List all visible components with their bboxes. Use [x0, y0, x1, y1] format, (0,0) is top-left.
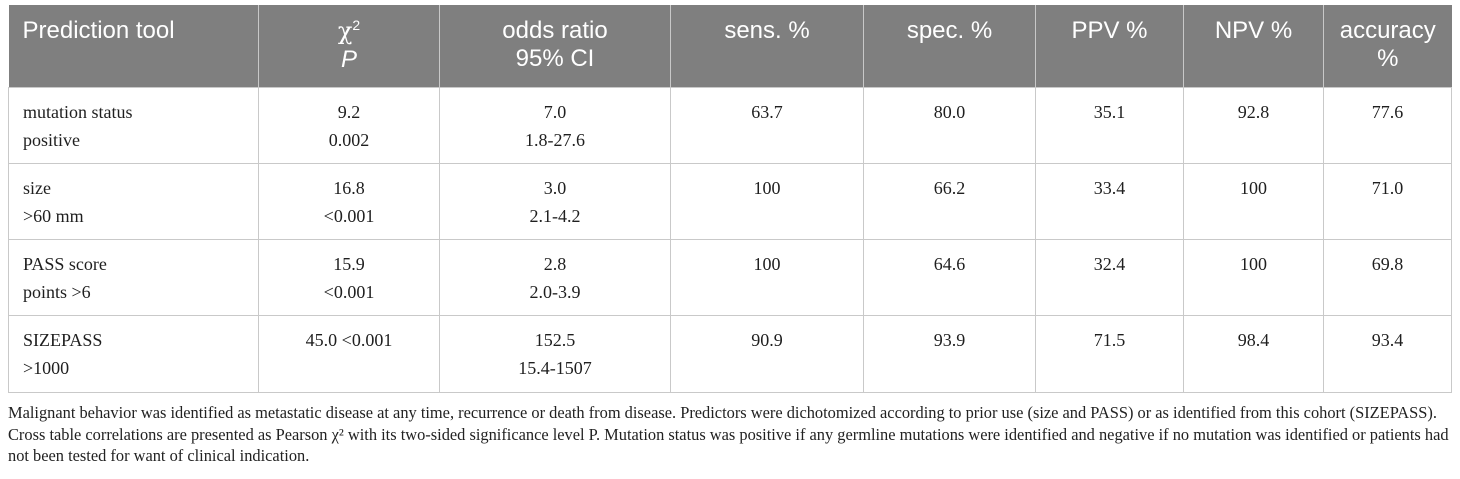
chi-superscript: 2 — [352, 17, 361, 33]
header-odds-ratio: odds ratio 95% CI — [439, 5, 671, 87]
cell-spec: 64.6 — [863, 238, 1036, 316]
header-npv: NPV % — [1183, 5, 1324, 87]
cell-spec: 93.9 — [863, 314, 1036, 393]
header-prediction-tool: Prediction tool — [8, 5, 259, 87]
table-header-row: Prediction tool χ2 P odds ratio 95% CI s… — [8, 5, 1452, 87]
prediction-tool-table: Prediction tool χ2 P odds ratio 95% CI s… — [8, 5, 1452, 393]
cell-tool: size >60 mm — [8, 162, 259, 240]
cell-tool: SIZEPASS >1000 — [8, 314, 259, 393]
cell-accuracy: 77.6 — [1323, 86, 1452, 164]
cell-spec: 80.0 — [863, 86, 1036, 164]
cell-ppv: 32.4 — [1035, 238, 1184, 316]
cell-accuracy: 93.4 — [1323, 314, 1452, 393]
table-row: SIZEPASS >1000 45.0 <0.001 152.5 15.4-15… — [8, 314, 1452, 393]
cell-npv: 100 — [1183, 238, 1324, 316]
cell-npv: 92.8 — [1183, 86, 1324, 164]
cell-chi: 15.9 <0.001 — [258, 238, 440, 316]
cell-tool: mutation status positive — [8, 86, 259, 164]
cell-odds-ratio: 2.8 2.0-3.9 — [439, 238, 671, 316]
header-specificity: spec. % — [863, 5, 1036, 87]
header-chi-square: χ2 P — [258, 5, 440, 87]
cell-tool: PASS score points >6 — [8, 238, 259, 316]
table-footnote: Malignant behavior was identified as met… — [8, 403, 1449, 465]
cell-sens: 100 — [670, 162, 864, 240]
cell-sens: 90.9 — [670, 314, 864, 393]
chi-symbol: χ — [337, 17, 353, 45]
header-p-label: P — [340, 46, 357, 73]
header-sensitivity: sens. % — [670, 5, 864, 87]
cell-accuracy: 71.0 — [1323, 162, 1452, 240]
cell-npv: 100 — [1183, 162, 1324, 240]
cell-chi: 45.0 <0.001 — [258, 314, 440, 393]
cell-spec: 66.2 — [863, 162, 1036, 240]
cell-chi: 9.2 0.002 — [258, 86, 440, 164]
results-table-container: Prediction tool χ2 P odds ratio 95% CI s… — [8, 5, 1452, 393]
header-accuracy: accuracy % — [1339, 17, 1436, 72]
header-ppv: PPV % — [1035, 5, 1184, 87]
table-row: mutation status positive 9.2 0.002 7.0 1… — [8, 86, 1452, 164]
cell-odds-ratio: 152.5 15.4-1507 — [439, 314, 671, 393]
table-row: size >60 mm 16.8 <0.001 3.0 2.1-4.2 100 … — [8, 162, 1452, 240]
cell-accuracy: 69.8 — [1323, 238, 1452, 316]
cell-npv: 98.4 — [1183, 314, 1324, 393]
cell-ppv: 35.1 — [1035, 86, 1184, 164]
cell-odds-ratio: 3.0 2.1-4.2 — [439, 162, 671, 240]
cell-ppv: 71.5 — [1035, 314, 1184, 393]
cell-ppv: 33.4 — [1035, 162, 1184, 240]
table-row: PASS score points >6 15.9 <0.001 2.8 2.0… — [8, 238, 1452, 316]
cell-sens: 63.7 — [670, 86, 864, 164]
cell-odds-ratio: 7.0 1.8-27.6 — [439, 86, 671, 164]
cell-sens: 100 — [670, 238, 864, 316]
cell-chi: 16.8 <0.001 — [258, 162, 440, 240]
